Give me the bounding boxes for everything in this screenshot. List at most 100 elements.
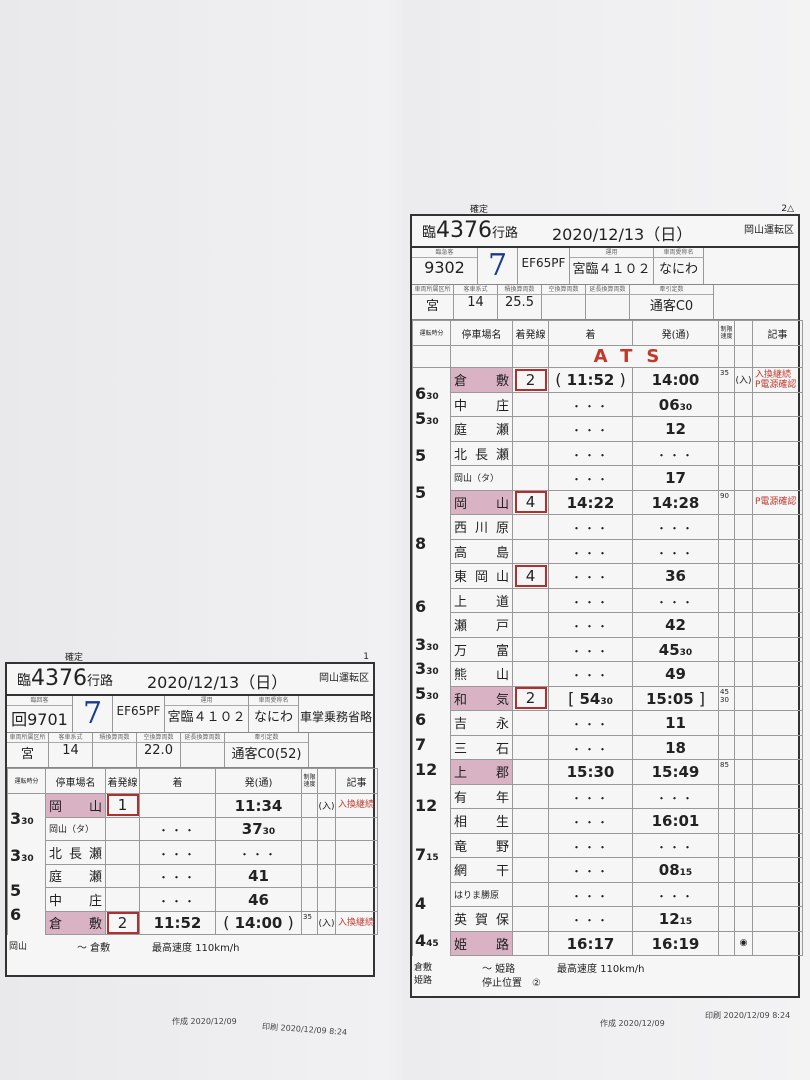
sheet-footer: 岡山 ～ 倉敷 最高速度 110km/h xyxy=(7,935,373,975)
run-minutes: 5 xyxy=(415,483,427,502)
mark-cell xyxy=(734,465,753,491)
departure-cell: ・・・ xyxy=(215,840,302,865)
run-time: 5 xyxy=(7,881,45,900)
pass-dots: ・・・ xyxy=(571,914,610,928)
arrival-cell: ・・・ xyxy=(139,887,216,912)
pass-dots: ・・・ xyxy=(158,894,197,908)
track-number: 4 xyxy=(514,564,547,587)
run-cell xyxy=(412,833,451,858)
arrival-cell: 11:52 xyxy=(139,910,216,935)
run-cell xyxy=(412,808,451,833)
run-cell xyxy=(412,563,451,588)
run-seconds: 30 xyxy=(426,667,439,677)
mark-cell xyxy=(734,612,753,638)
duty-number: 臨4376行路 xyxy=(17,666,113,691)
time-value: 08 xyxy=(658,861,680,880)
header-col_arr: 着 xyxy=(139,768,216,794)
header-col_remark: 記事 xyxy=(752,320,803,346)
time-value: 49 xyxy=(665,665,686,684)
station-row: 倉 敷 2 11:52 ( 14:00 ) 35 (入) 入換継続 xyxy=(7,910,378,935)
station-row: 北長瀬 ・・・ ・・・ xyxy=(7,840,378,865)
speed-limit-cell xyxy=(718,661,735,687)
speed-limit-cell xyxy=(718,514,735,540)
time-value: ・・・ xyxy=(656,595,695,609)
station-name: 岡 山 xyxy=(450,489,513,515)
mark-cell xyxy=(734,489,753,515)
arrival-cell: ・・・ xyxy=(548,416,633,442)
arrival-cell: ・・・ xyxy=(139,840,216,865)
departure-cell: 49 xyxy=(632,661,719,687)
pattern-number: 7 xyxy=(73,696,113,732)
header-mark xyxy=(317,768,336,794)
header-col_run: 運転時分 xyxy=(412,320,451,346)
mark-cell: (入) xyxy=(317,910,336,935)
field-value: 25.5 xyxy=(505,295,534,310)
run-time: 8 xyxy=(412,534,450,553)
pass-dots: ・・・ xyxy=(571,669,610,683)
run-cell xyxy=(412,735,451,760)
ats-banner: ATS xyxy=(548,345,719,368)
train-number: 回9701 xyxy=(11,710,68,729)
time-value: 14:22 xyxy=(566,493,615,512)
time-value: 12 xyxy=(665,420,686,439)
track-cell xyxy=(512,930,549,956)
banner-row: ATS xyxy=(412,345,803,368)
mark-cell xyxy=(734,514,753,540)
time-value: ・・・ xyxy=(656,889,695,903)
speed-limit-cell xyxy=(718,783,735,809)
run-time: 7 xyxy=(412,735,450,754)
remark-box xyxy=(704,248,798,284)
track-number: 2 xyxy=(106,911,139,934)
speed-limit: 90 xyxy=(720,491,729,500)
track-cell xyxy=(512,587,549,613)
mark-cell xyxy=(734,734,753,760)
departure-cell: 3730 xyxy=(215,816,302,841)
header-col_remark: 記事 xyxy=(335,768,378,794)
header-col_dep: 発(通) xyxy=(632,320,719,346)
remark-cell: 入換継続 P電源確認 xyxy=(752,367,803,393)
remark-cell xyxy=(752,514,803,540)
track-cell xyxy=(512,612,549,638)
arrival-cell: ・・・ xyxy=(548,808,633,834)
header-col_name: 停車場名 xyxy=(45,768,106,794)
run-cell xyxy=(412,490,451,515)
remark-cell xyxy=(752,563,803,589)
track-cell: 2 xyxy=(512,367,549,393)
header-col_speed: 制限速度 xyxy=(301,768,318,794)
arrival-cell: 16:17 xyxy=(548,930,633,956)
remark-cell xyxy=(335,863,378,888)
pass-dots: ・・・ xyxy=(571,448,610,462)
station-name: 和 気 xyxy=(450,685,513,711)
departure-cell: 0815 xyxy=(632,857,719,883)
mark-cell xyxy=(734,587,753,613)
station-name: はりま勝原 xyxy=(450,881,513,907)
page-number: 1 xyxy=(363,652,369,662)
time-value: 14:00 xyxy=(651,371,700,390)
station-name: 竜 野 xyxy=(450,832,513,858)
track-cell xyxy=(512,759,549,785)
run-minutes: 7 xyxy=(415,845,427,864)
arrival-cell: 15:30 xyxy=(548,759,633,785)
run-minutes: 4 xyxy=(415,931,427,950)
run-time: 4 xyxy=(412,894,450,913)
printed-stamp-right: 印刷 2020/12/09 8:24 xyxy=(705,1010,790,1021)
timetable: 運転時分 停車場名 着発線着発(通) 制限速度 記事 岡 山 1 11:34 (入) 入… xyxy=(7,768,378,935)
arrival-cell: ・・・ xyxy=(548,636,633,662)
arrival-cell: ・・・ xyxy=(548,857,633,883)
departure-cell: 14:00 xyxy=(632,367,719,393)
run-cell xyxy=(412,392,451,417)
pass-dots: ・・・ xyxy=(571,840,610,854)
speed-limit-cell xyxy=(718,465,735,491)
mark-cell xyxy=(734,440,753,466)
run-time: 5 xyxy=(412,446,450,465)
run-time: 330 xyxy=(7,846,45,865)
run-seconds: 30 xyxy=(21,853,34,864)
pass-dots: ・・・ xyxy=(571,791,610,805)
train-info-row: 臨回客 回9701 7 EF65PF 運用 宮臨４１０２ 車両愛称名 なにわ 車掌乗務省… xyxy=(7,696,373,733)
consist-info-row: 車両所属区所宮客車系式 14 積換算両数 空換算両数 22.0 延長換算両数 牽引定数 通客C… xyxy=(7,733,373,768)
time-value: ・・・ xyxy=(239,847,278,861)
remark-text: 入換継続 P電源確認 xyxy=(755,369,797,390)
remark-cell xyxy=(752,685,803,711)
station-row: 庭 瀬 ・・・ 41 xyxy=(7,863,378,888)
station-name: 北長瀬 xyxy=(45,840,106,865)
